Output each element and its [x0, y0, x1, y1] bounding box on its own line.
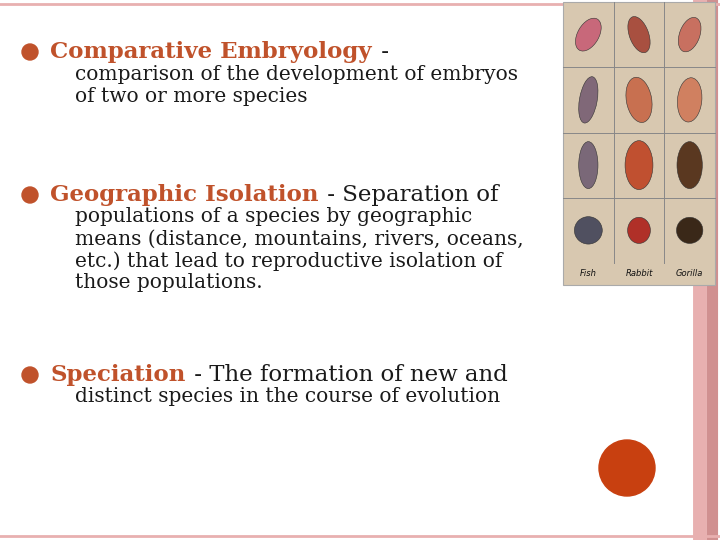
Text: Comparative Embryology: Comparative Embryology [50, 41, 372, 63]
Ellipse shape [625, 140, 653, 190]
Ellipse shape [628, 217, 650, 244]
Text: -: - [374, 41, 389, 63]
Text: - The formation of new and: - The formation of new and [187, 364, 508, 386]
Circle shape [599, 440, 655, 496]
Ellipse shape [677, 217, 703, 244]
Text: of two or more species: of two or more species [75, 86, 307, 105]
Bar [563, 2, 715, 285]
Text: Geographic Isolation: Geographic Isolation [50, 184, 318, 206]
Text: distinct species in the course of evolution: distinct species in the course of evolut… [75, 388, 500, 407]
Ellipse shape [626, 77, 652, 123]
Ellipse shape [678, 78, 702, 122]
Text: means (distance, mountains, rivers, oceans,: means (distance, mountains, rivers, ocea… [75, 230, 523, 248]
Ellipse shape [628, 17, 650, 53]
Ellipse shape [579, 141, 598, 188]
Text: those populations.: those populations. [75, 273, 263, 293]
Circle shape [22, 367, 38, 383]
Text: Rabbit: Rabbit [625, 269, 653, 279]
Ellipse shape [579, 77, 598, 123]
Text: Gorilla: Gorilla [676, 269, 703, 279]
Text: populations of a species by geographic: populations of a species by geographic [75, 207, 472, 226]
Ellipse shape [678, 17, 701, 52]
Text: etc.) that lead to reproductive isolation of: etc.) that lead to reproductive isolatio… [75, 251, 503, 271]
Ellipse shape [575, 18, 601, 51]
Text: - Separation of: - Separation of [320, 184, 499, 206]
Ellipse shape [677, 141, 702, 188]
Circle shape [22, 44, 38, 60]
Text: Fish: Fish [580, 269, 597, 279]
Text: Speciation: Speciation [50, 364, 185, 386]
Ellipse shape [575, 217, 602, 244]
Text: comparison of the development of embryos: comparison of the development of embryos [75, 64, 518, 84]
Circle shape [22, 187, 38, 203]
